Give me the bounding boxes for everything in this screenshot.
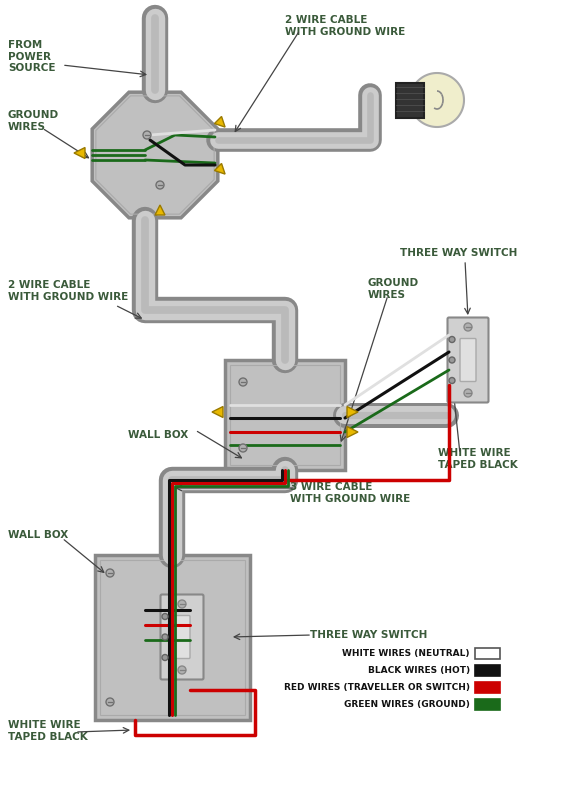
FancyBboxPatch shape xyxy=(160,594,203,680)
Circle shape xyxy=(239,378,247,386)
Text: 3 WIRE CABLE
WITH GROUND WIRE: 3 WIRE CABLE WITH GROUND WIRE xyxy=(290,482,410,504)
Text: THREE WAY SWITCH: THREE WAY SWITCH xyxy=(400,248,517,258)
Text: WHITE WIRES (NEUTRAL): WHITE WIRES (NEUTRAL) xyxy=(343,649,470,658)
Text: GREEN WIRES (GROUND): GREEN WIRES (GROUND) xyxy=(344,700,470,709)
FancyBboxPatch shape xyxy=(448,317,489,403)
Text: GROUND
WIRES: GROUND WIRES xyxy=(8,110,59,132)
Polygon shape xyxy=(347,407,358,418)
FancyBboxPatch shape xyxy=(174,615,190,659)
Polygon shape xyxy=(215,116,225,127)
Text: THREE WAY SWITCH: THREE WAY SWITCH xyxy=(310,630,427,640)
Polygon shape xyxy=(410,73,464,127)
Text: BLACK WIRES (HOT): BLACK WIRES (HOT) xyxy=(368,666,470,675)
Bar xyxy=(225,360,345,470)
Circle shape xyxy=(143,131,151,139)
Circle shape xyxy=(464,323,472,331)
Text: WHITE WIRE
TAPED BLACK: WHITE WIRE TAPED BLACK xyxy=(438,448,518,469)
Circle shape xyxy=(106,569,114,577)
FancyBboxPatch shape xyxy=(460,338,476,382)
Bar xyxy=(475,699,500,710)
Circle shape xyxy=(162,655,168,660)
Circle shape xyxy=(156,181,164,189)
Text: 2 WIRE CABLE
WITH GROUND WIRE: 2 WIRE CABLE WITH GROUND WIRE xyxy=(8,280,128,301)
Circle shape xyxy=(449,337,455,342)
Circle shape xyxy=(162,634,168,640)
Text: WHITE WIRE
TAPED BLACK: WHITE WIRE TAPED BLACK xyxy=(8,720,88,742)
Polygon shape xyxy=(155,205,165,215)
Circle shape xyxy=(464,389,472,397)
Bar xyxy=(396,82,424,118)
Bar xyxy=(475,648,500,659)
Bar xyxy=(475,682,500,693)
Text: RED WIRES (TRAVELLER OR SWITCH): RED WIRES (TRAVELLER OR SWITCH) xyxy=(284,683,470,692)
Circle shape xyxy=(449,378,455,384)
Text: GROUND
WIRES: GROUND WIRES xyxy=(368,278,419,300)
Circle shape xyxy=(162,614,168,619)
Text: 2 WIRE CABLE
WITH GROUND WIRE: 2 WIRE CABLE WITH GROUND WIRE xyxy=(285,15,405,37)
Polygon shape xyxy=(215,163,225,174)
Circle shape xyxy=(106,698,114,706)
Text: FROM
POWER
SOURCE: FROM POWER SOURCE xyxy=(8,40,55,73)
Bar xyxy=(230,365,340,465)
Circle shape xyxy=(178,666,186,674)
Polygon shape xyxy=(92,92,218,217)
Bar xyxy=(100,560,245,715)
Text: WALL BOX: WALL BOX xyxy=(128,430,188,440)
Text: WALL BOX: WALL BOX xyxy=(8,530,69,540)
Polygon shape xyxy=(212,407,223,418)
Polygon shape xyxy=(74,148,85,159)
Bar xyxy=(475,665,500,676)
Polygon shape xyxy=(347,426,358,437)
Circle shape xyxy=(178,600,186,608)
Circle shape xyxy=(449,357,455,363)
Bar xyxy=(95,555,250,720)
Circle shape xyxy=(239,444,247,452)
